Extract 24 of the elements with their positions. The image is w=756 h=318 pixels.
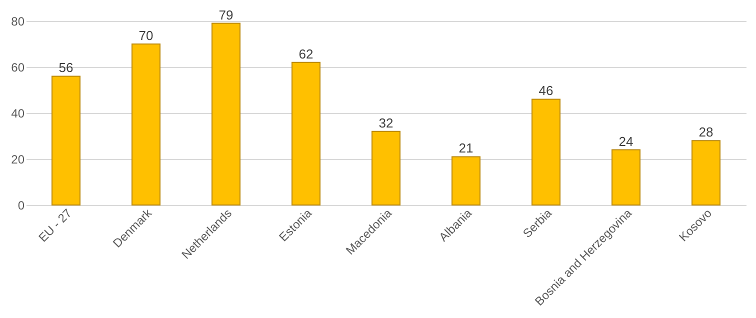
data-label: 56 [58,60,74,76]
data-label: 28 [698,124,714,140]
bar [132,44,160,206]
bar [212,22,240,206]
data-label: 46 [538,83,554,98]
y-tick-label: 80 [11,14,25,28]
bar [532,98,560,206]
bar [292,62,320,206]
bar [452,156,480,206]
data-label: 62 [298,46,314,62]
bar [52,76,80,206]
y-tick-label: 0 [18,198,25,212]
y-tick-label: 40 [11,106,25,120]
bar [692,140,720,206]
data-label: 70 [138,28,154,43]
bar [372,130,400,206]
data-label: 79 [218,7,234,22]
y-tick-label: 20 [11,152,25,166]
data-label: 32 [378,115,394,130]
data-label: 24 [618,134,634,149]
y-tick-label: 60 [11,60,25,74]
x-tick-label: EU - 27 [36,206,75,245]
bar [612,149,640,206]
data-label: 21 [458,140,474,156]
